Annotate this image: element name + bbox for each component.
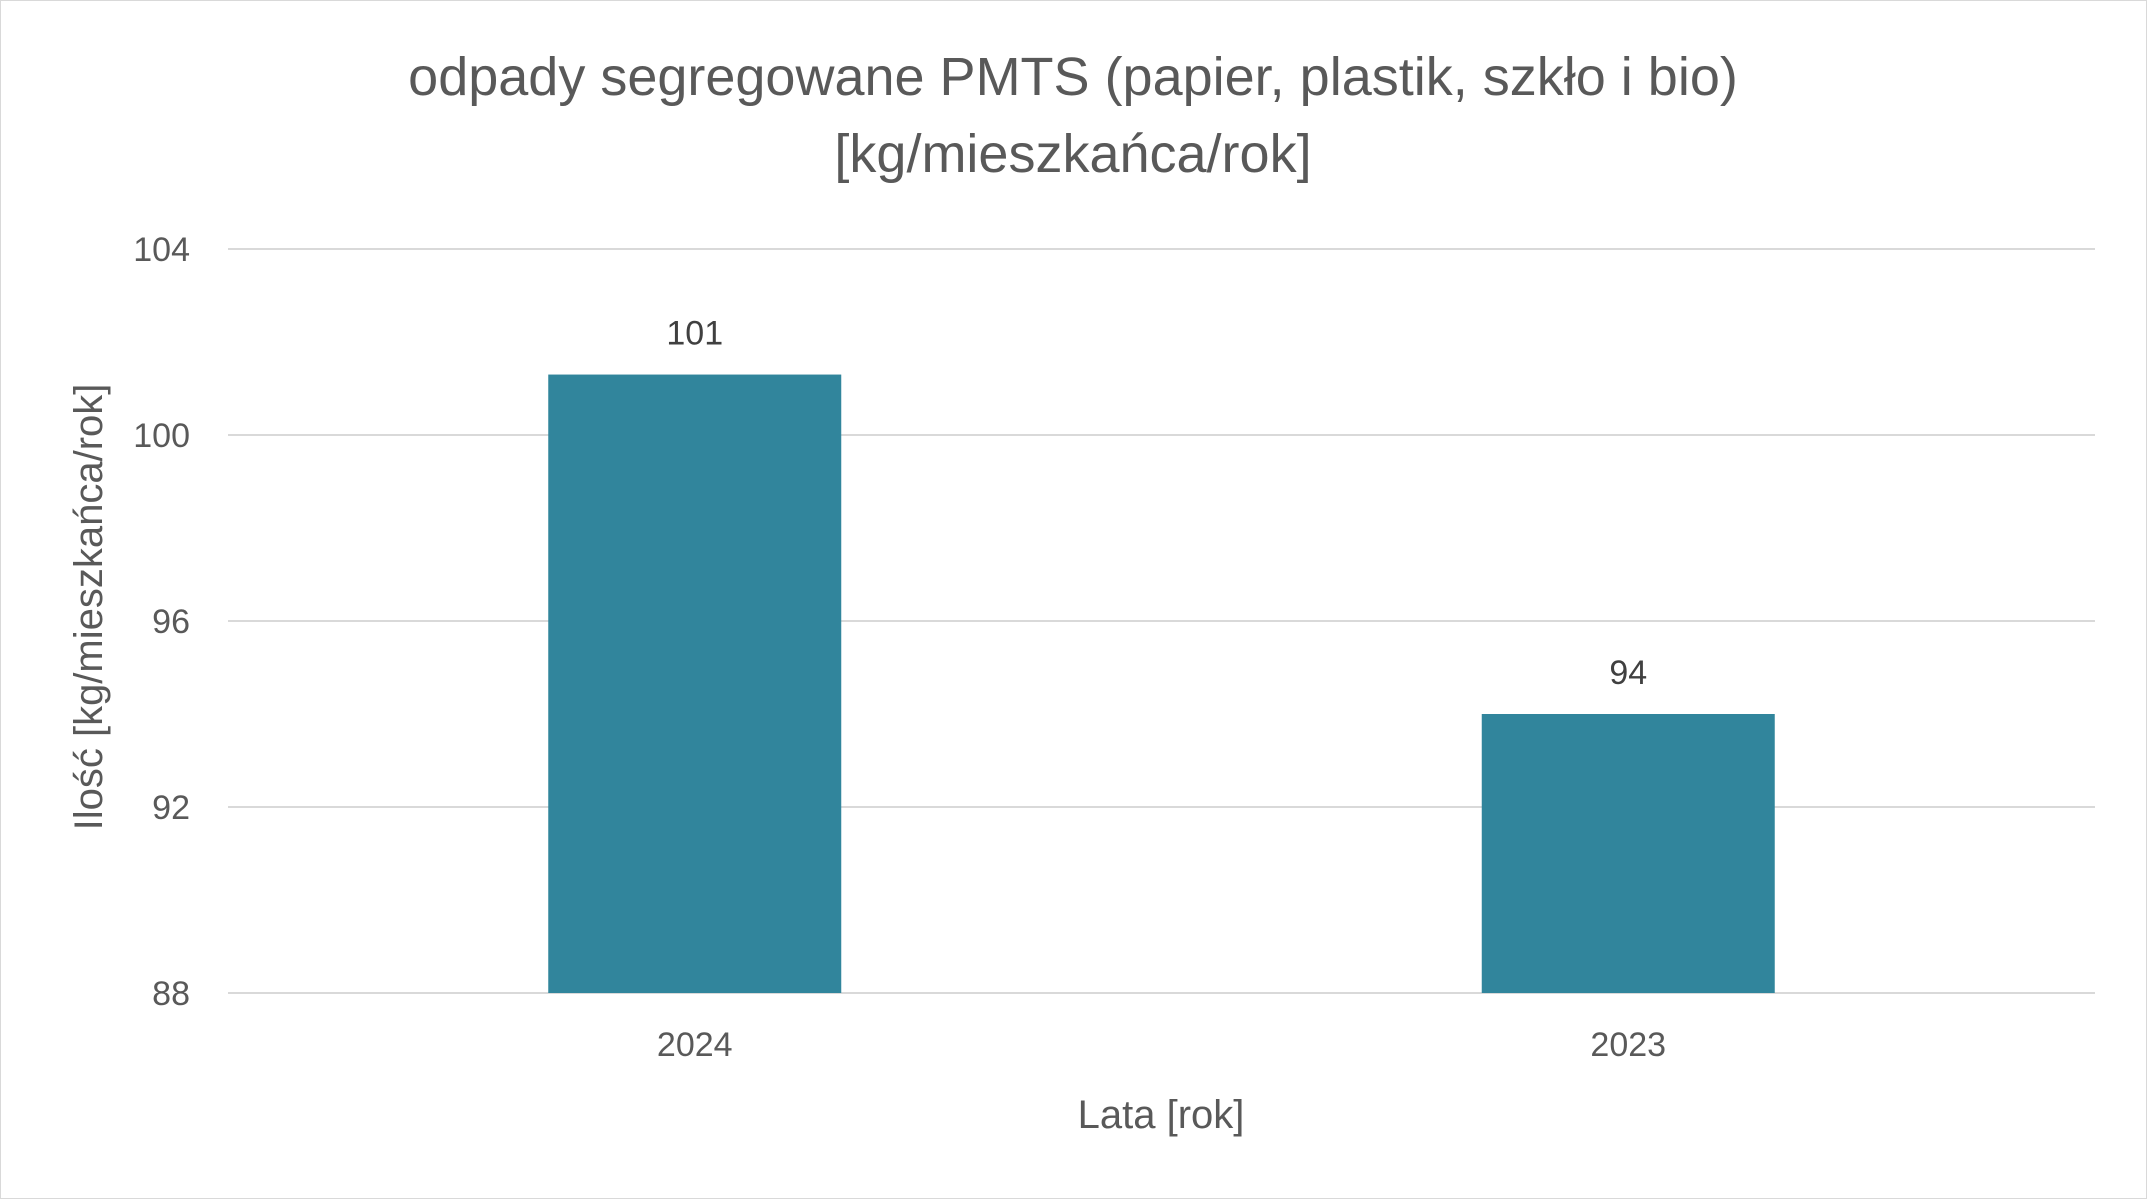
y-tick-label: 92: [152, 789, 190, 827]
chart-title-line-1: odpady segregowane PMTS (papier, plastik…: [408, 47, 1738, 107]
y-tick-label: 96: [152, 603, 190, 641]
y-tick-label: 104: [133, 231, 190, 269]
bar-2023: [1481, 714, 1775, 993]
bar-2024: [548, 374, 842, 993]
y-tick-label: 100: [133, 417, 190, 455]
chart-title: odpady segregowane PMTS (papier, plastik…: [408, 47, 1738, 184]
x-axis-tick-labels: 2024 2023: [657, 1026, 1666, 1064]
y-tick-label: 88: [152, 975, 190, 1013]
y-axis-tick-labels: 88 92 96 100 104: [133, 231, 190, 1013]
data-labels: 101 94: [666, 315, 1647, 692]
gridlines: [228, 248, 2095, 994]
data-label-2023: 94: [1609, 654, 1647, 692]
bars: [548, 374, 1775, 993]
x-tick-label-2023: 2023: [1590, 1026, 1666, 1064]
x-tick-label-2024: 2024: [657, 1026, 733, 1064]
chart-title-line-2: [kg/mieszkańca/rok]: [834, 124, 1311, 184]
y-axis-title: Ilość [kg/mieszkańca/rok]: [67, 384, 111, 831]
data-label-2024: 101: [666, 315, 723, 353]
x-axis-title: Lata [rok]: [1078, 1093, 1245, 1137]
